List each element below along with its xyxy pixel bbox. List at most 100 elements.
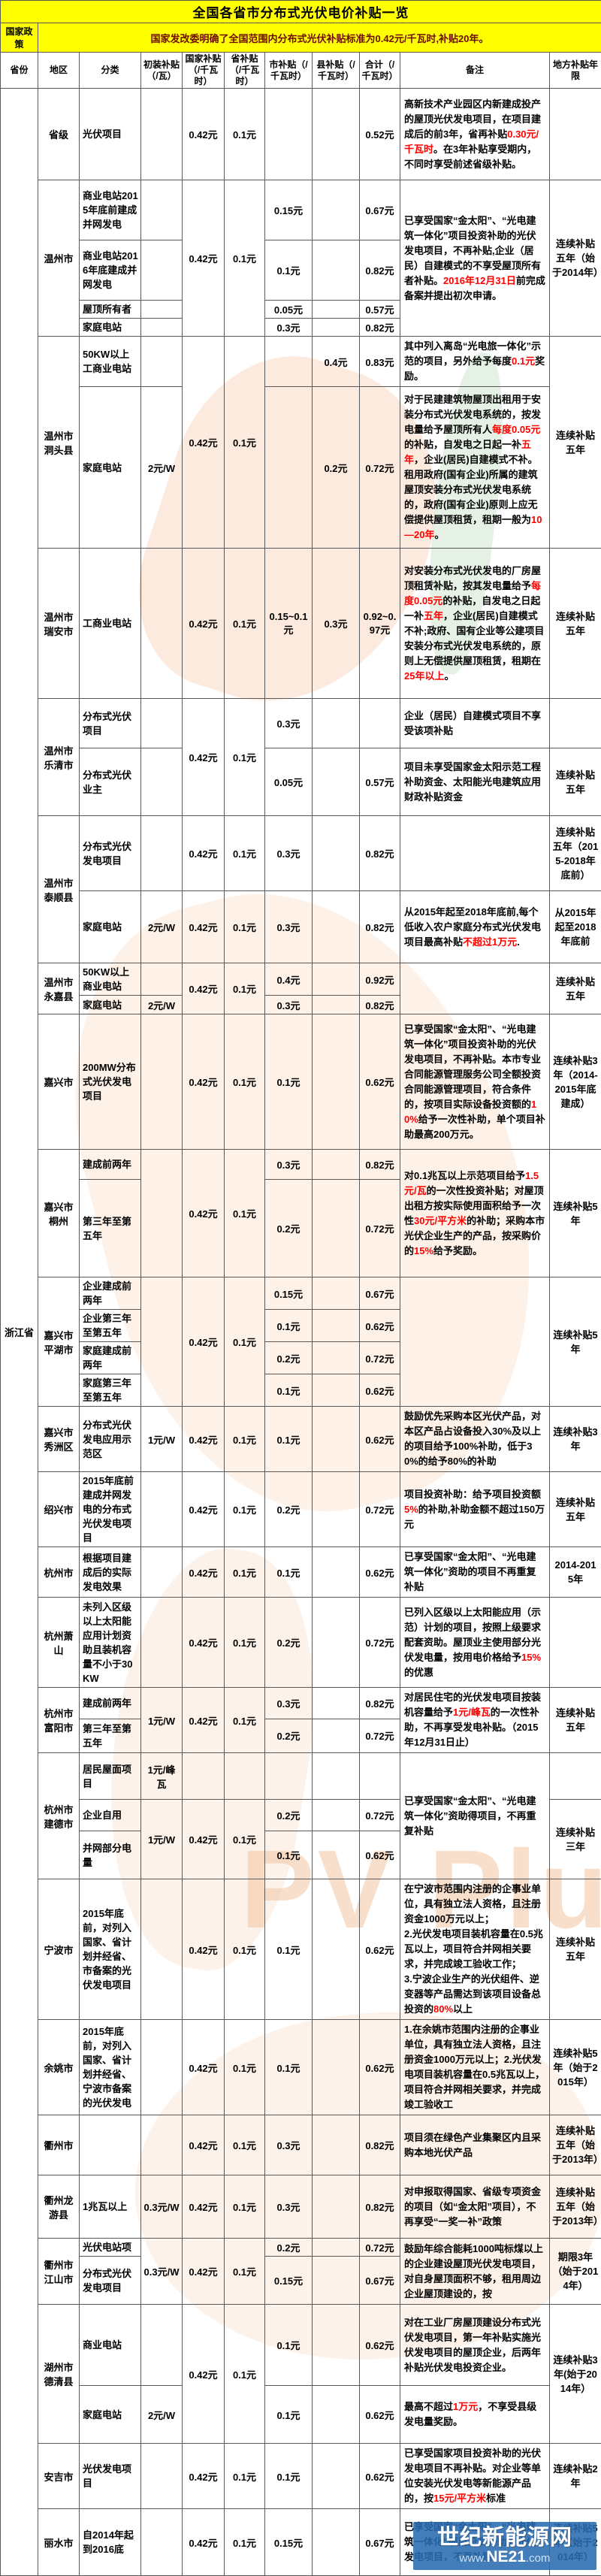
- cell-city: 0.15元: [265, 2509, 313, 2576]
- cell-national: 0.42元: [183, 549, 225, 699]
- site-url-suffix: .com: [526, 2552, 551, 2565]
- column-header-duration: 地方补贴年限: [550, 53, 601, 89]
- cell-county: [313, 2305, 360, 2386]
- cell-national: 0.42元: [183, 89, 225, 180]
- cell-city: 0.3元: [265, 1688, 313, 1719]
- cell-city: 0.2元: [265, 1180, 313, 1277]
- cell-prov: 0.1元: [225, 180, 265, 337]
- cell-total: 0.62元: [360, 1831, 400, 1879]
- cell-category: 家庭电站: [80, 2386, 141, 2444]
- cell-city: 0.1元: [265, 1310, 313, 1342]
- cell-region: 嘉兴市: [38, 1014, 80, 1150]
- cell-city: 0.15~0.1元: [265, 549, 313, 699]
- column-header-county: 县补贴（/千瓦时）: [313, 53, 360, 89]
- cell-category: 1兆瓦以上: [80, 2175, 141, 2239]
- cell-category: 第三年至第五年: [80, 1719, 141, 1752]
- cell-city: [265, 89, 313, 180]
- cell-duration: 连续补贴五年: [550, 1688, 601, 1753]
- remark-highlight: 不超过1万元: [463, 936, 517, 948]
- cell-county: [313, 1277, 360, 1310]
- cell-initial: 2元/W: [141, 996, 183, 1014]
- cell-city: 0.3元: [265, 996, 313, 1014]
- cell-city: 0.2元: [265, 1598, 313, 1688]
- cell-initial: [141, 2020, 183, 2115]
- remark-highlight: 2016年12月31日: [443, 275, 516, 286]
- cell-initial: 2元/W: [141, 2386, 183, 2444]
- column-header-row: 省份地区分类初装补贴（/瓦）国家补贴（/千瓦时）省补贴（/千瓦时）市补贴（/千瓦…: [1, 53, 601, 89]
- cell-national: 0.42元: [183, 1277, 225, 1407]
- cell-total: 0.72元: [360, 387, 400, 549]
- cell-prov: 0.1元: [225, 2020, 265, 2115]
- cell-category: 商业电站: [80, 2305, 141, 2386]
- cell-total: 0.62元: [360, 1014, 400, 1150]
- cell-county: [313, 2386, 360, 2444]
- remark-text: 的补贴，自发电之日起一补: [404, 439, 521, 450]
- cell-remark: 在宁波市范围内注册的企事业单位，具有独立法人资格，且注册资金1000万元以上； …: [400, 1879, 550, 2020]
- cell-remark: 已列入区级以上太阳能应用（示范）计划的项目，按照上级要求配套资助。屋顶业主使用部…: [400, 1598, 550, 1688]
- cell-total: 0.62元: [360, 1374, 400, 1407]
- cell-initial: [141, 319, 183, 337]
- cell-city: 0.3元: [265, 319, 313, 337]
- cell-remark: 已享受国家项目投资补助的光伏发电项目不再补贴。对企业等单位安装光伏发电等新能源产…: [400, 2444, 550, 2509]
- cell-county: [313, 1547, 360, 1598]
- cell-initial: 1元/W: [141, 1688, 183, 1753]
- cell-region: 余姚市: [38, 2020, 80, 2115]
- cell-category: 并网部分电量: [80, 1831, 141, 1879]
- cell-city: 0.3元: [265, 2175, 313, 2239]
- cell-duration: 连续补贴五年: [550, 1879, 601, 2020]
- cell-category: 第三年至第五年: [80, 1180, 141, 1277]
- cell-county: [313, 2175, 360, 2239]
- cell-county: [313, 1831, 360, 1879]
- cell-county: [313, 1180, 360, 1277]
- cell-city: [265, 387, 313, 549]
- cell-duration: [550, 89, 601, 180]
- cell-county: [313, 1150, 360, 1180]
- cell-national: 0.42元: [183, 1688, 225, 1753]
- remark-highlight: 15%: [521, 1652, 541, 1663]
- cell-initial: [141, 1547, 183, 1598]
- cell-county: [313, 748, 360, 816]
- cell-county: [313, 891, 360, 963]
- cell-initial: [141, 1598, 183, 1688]
- cell-city: 0.2元: [265, 1800, 313, 1831]
- cell-total: 0.67元: [360, 180, 400, 240]
- cell-remark: [400, 963, 550, 1014]
- cell-category: 200MW分布式光伏发电项目: [80, 1014, 141, 1150]
- cell-county: [313, 2509, 360, 2576]
- cell-total: 0.67元: [360, 2509, 400, 2576]
- cell-city: 0.1元: [265, 240, 313, 301]
- cell-initial: [141, 1277, 183, 1407]
- cell-prov: 0.1元: [225, 2509, 265, 2576]
- cell-category: 50KW以上工商业电站: [80, 337, 141, 387]
- cell-total: 0.72元: [360, 1598, 400, 1688]
- cell-category: 光伏发电项目: [80, 2444, 141, 2509]
- cell-category: 分布式光伏业主: [80, 748, 141, 816]
- remark-text: 给予奖励。: [433, 1245, 482, 1256]
- cell-county: [313, 1879, 360, 2020]
- cell-prov: 0.1元: [225, 2115, 265, 2175]
- cell-prov: 0.1元: [225, 1277, 265, 1407]
- cell-county: [313, 1800, 360, 1831]
- remark-text: ，企业(居民)自建模式不补。租用政府(国有企业)所属的建筑屋顶安装分布式光伏发电…: [404, 454, 538, 525]
- cell-category: 建成前两年: [80, 1150, 141, 1180]
- cell-category: 分布式光伏项目: [80, 699, 141, 748]
- cell-county: [313, 319, 360, 337]
- remark-highlight: 25年以上: [404, 670, 444, 682]
- cell-county: [313, 89, 360, 180]
- cell-prov: 0.1元: [225, 1407, 265, 1472]
- site-url: www.NE21.com: [460, 2550, 551, 2566]
- cell-remark: 其中列入离岛“光电旅一体化”示范的项目，另外给予每度0.1元奖励。: [400, 337, 550, 387]
- cell-county: [313, 1688, 360, 1719]
- cell-prov: 0.1元: [225, 816, 265, 891]
- cell-duration: 2014-2015年: [550, 1547, 601, 1598]
- cell-total: 0.62元: [360, 1879, 400, 2020]
- cell-initial: [141, 180, 183, 240]
